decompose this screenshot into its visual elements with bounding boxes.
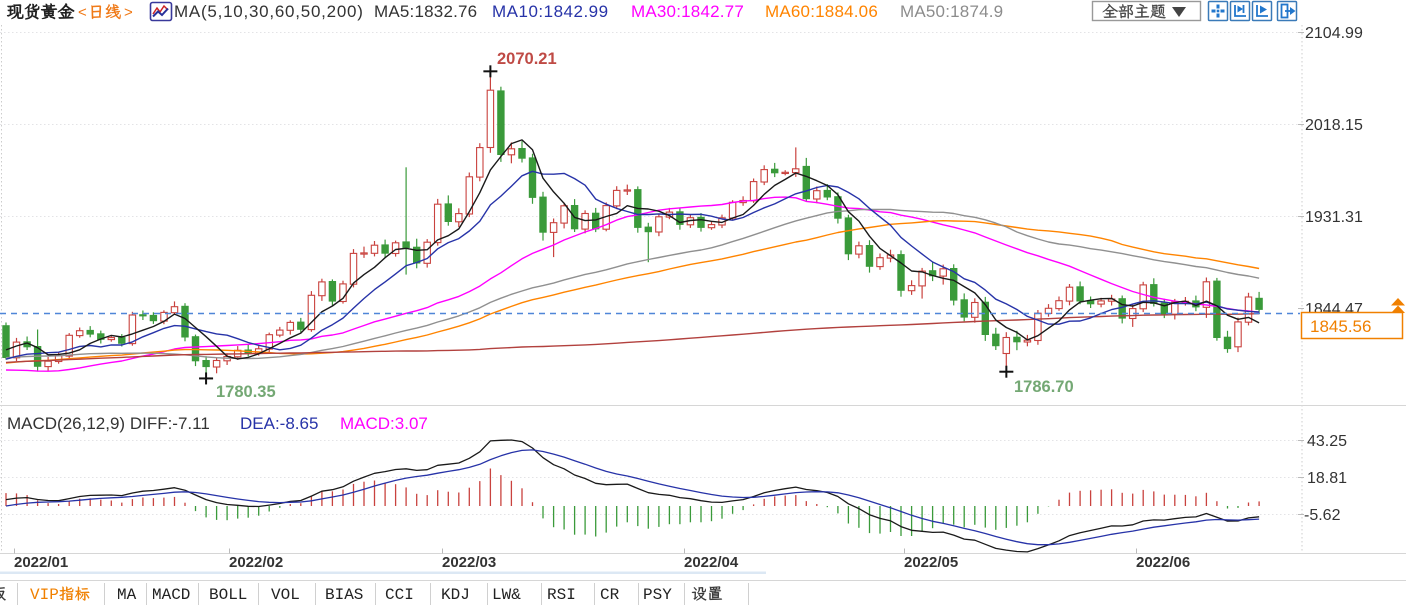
svg-text:1931.31: 1931.31 [1305,209,1363,226]
svg-text:2022/03: 2022/03 [442,554,496,571]
svg-text:VIP: VIP [30,586,59,604]
svg-text:2070.21: 2070.21 [497,50,557,68]
svg-text:2022/02: 2022/02 [229,554,283,571]
svg-text:CR: CR [600,586,620,604]
svg-text:DEA:-8.65: DEA:-8.65 [240,414,318,433]
svg-text:MACD: MACD [152,586,190,604]
svg-text:BIAS: BIAS [325,586,363,604]
svg-text:MACD:3.07: MACD:3.07 [340,414,428,433]
svg-text:MA60:1884.06: MA60:1884.06 [765,2,878,21]
svg-text:2022/05: 2022/05 [904,554,958,571]
svg-text:2104.99: 2104.99 [1305,25,1363,42]
svg-text:RSI: RSI [547,586,576,604]
svg-text:1845.56: 1845.56 [1310,317,1371,336]
svg-text:MACD(26,12,9) DIFF:-7.11: MACD(26,12,9) DIFF:-7.11 [7,414,210,433]
svg-text:MA30:1842.77: MA30:1842.77 [631,2,744,21]
svg-text:CCI: CCI [385,586,414,604]
svg-text:2022/06: 2022/06 [1136,554,1190,571]
svg-text:<: < [78,4,87,21]
svg-text:-5.62: -5.62 [1304,507,1341,524]
svg-text:KDJ: KDJ [441,586,470,604]
svg-text:2022/01: 2022/01 [14,554,68,571]
svg-text:43.25: 43.25 [1307,433,1347,450]
svg-text:VOL: VOL [271,586,300,604]
svg-text:MA: MA [117,586,137,604]
svg-text:1786.70: 1786.70 [1014,378,1074,396]
svg-text:MA10:1842.99: MA10:1842.99 [492,2,609,21]
svg-text:18.81: 18.81 [1307,470,1347,487]
svg-text:MA50:1874.9: MA50:1874.9 [900,2,1003,21]
svg-text:PSY: PSY [643,586,672,604]
svg-text:1780.35: 1780.35 [216,383,276,401]
svg-text:BOLL: BOLL [209,586,247,604]
svg-text:MA5:1832.76: MA5:1832.76 [374,2,477,21]
svg-text:MA(5,10,30,60,50,200): MA(5,10,30,60,50,200) [174,2,364,21]
svg-text:2022/04: 2022/04 [684,554,739,571]
svg-text:LW&: LW& [492,586,521,604]
svg-text:>: > [124,4,133,21]
svg-text:2018.15: 2018.15 [1305,117,1363,134]
